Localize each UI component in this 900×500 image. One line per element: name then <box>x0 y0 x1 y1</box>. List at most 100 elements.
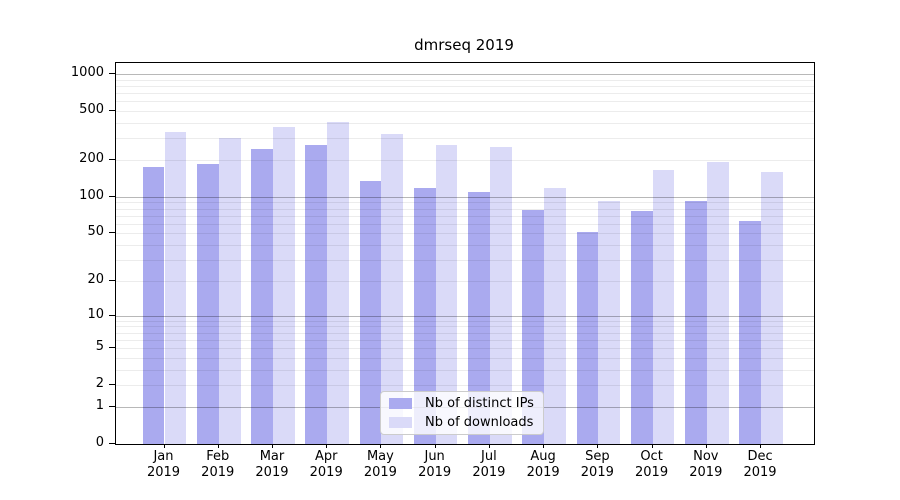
x-tick-mark <box>434 444 436 448</box>
x-tick-month: Nov <box>693 449 719 464</box>
bar-downloads-aug <box>544 187 566 444</box>
y-tick-mark <box>109 195 115 197</box>
y-tick-mark <box>109 384 115 386</box>
x-tick-mark <box>217 444 219 448</box>
legend: Nb of distinct IPs Nb of downloads <box>380 391 544 435</box>
bar-distinct-ips-jun <box>413 187 436 444</box>
y-tick-mark <box>109 405 115 407</box>
x-tick-mark <box>488 444 490 448</box>
x-tick-mark <box>705 444 707 448</box>
x-tick-year: 2019 <box>201 465 235 480</box>
x-tick-month: Jan <box>153 449 174 464</box>
y-tick-label: 200 <box>79 150 104 166</box>
gridline-minor <box>116 215 814 217</box>
gridline-minor <box>116 138 814 140</box>
x-tick-label: Jan 2019 <box>132 449 196 481</box>
bar-downloads-dec <box>761 171 783 444</box>
x-tick-year: 2019 <box>526 465 560 480</box>
bar-distinct-ips-apr <box>305 144 328 444</box>
bar-downloads-may <box>381 134 404 444</box>
bar-downloads-mar <box>272 127 295 444</box>
y-tick-label: 50 <box>87 224 104 240</box>
x-tick-label: Dec 2019 <box>728 449 792 481</box>
gridline-minor <box>116 85 814 87</box>
y-tick-label: 1 <box>95 397 104 413</box>
gridline-minor <box>116 159 814 161</box>
x-tick-month: Sep <box>585 449 610 464</box>
x-tick-year: 2019 <box>363 465 397 480</box>
gridline-minor <box>116 202 814 204</box>
gridline-minor <box>116 369 814 371</box>
x-tick-month: Feb <box>206 449 230 464</box>
bar-downloads-oct <box>652 169 675 444</box>
x-tick-year: 2019 <box>418 465 452 480</box>
y-tick-mark <box>109 232 115 234</box>
x-tick-label: Aug 2019 <box>511 449 575 481</box>
bar-downloads-jun <box>435 144 458 444</box>
x-tick-year: 2019 <box>146 465 181 480</box>
x-tick-year: 2019 <box>635 465 669 480</box>
gridline-major <box>116 315 814 317</box>
gridline-minor <box>116 79 814 81</box>
bar-distinct-ips-mar <box>251 149 273 444</box>
x-tick-month: May <box>366 449 394 464</box>
y-tick-label: 0 <box>95 435 104 450</box>
x-tick-year: 2019 <box>255 465 289 480</box>
bar-distinct-ips-sep <box>576 232 599 444</box>
gridline-minor <box>116 326 814 328</box>
bar-downloads-nov <box>706 161 729 444</box>
bar-distinct-ips-dec <box>739 221 762 444</box>
bar-distinct-ips-nov <box>685 200 707 444</box>
x-tick-label: Jul 2019 <box>457 449 521 481</box>
gridline-minor <box>116 260 814 262</box>
y-tick-mark <box>109 110 115 112</box>
legend-item-downloads: Nb of downloads <box>381 415 543 430</box>
y-tick-label: 20 <box>87 271 104 287</box>
legend-swatch <box>389 398 412 409</box>
x-tick-label: Feb 2019 <box>186 449 250 481</box>
x-tick-mark <box>380 444 382 448</box>
bar-distinct-ips-jan <box>142 167 165 444</box>
gridline-major <box>116 196 814 198</box>
gridline-minor <box>116 208 814 210</box>
y-tick-label: 500 <box>79 102 104 118</box>
y-tick-mark <box>109 158 115 160</box>
x-tick-mark <box>760 444 762 448</box>
gridline-minor <box>116 332 814 334</box>
x-tick-label: Nov 2019 <box>674 449 738 481</box>
x-tick-year: 2019 <box>580 465 614 480</box>
gridline-minor <box>116 348 814 349</box>
x-tick-label: Sep 2019 <box>565 449 629 481</box>
bar-downloads-feb <box>218 138 241 444</box>
chart-title: dmrseq 2019 <box>414 36 514 54</box>
y-tick-mark <box>109 72 115 74</box>
plot-area <box>115 62 815 445</box>
gridline-minor <box>116 123 814 124</box>
bar-downloads-jul <box>489 146 512 444</box>
x-tick-mark <box>651 444 653 448</box>
bar-downloads-sep <box>598 200 621 444</box>
gridline-minor <box>116 93 814 94</box>
x-tick-mark <box>543 444 545 448</box>
bar-downloads-jan <box>164 131 187 444</box>
x-tick-month: Oct <box>640 449 663 464</box>
x-tick-year: 2019 <box>472 465 506 480</box>
gridline-minor <box>116 320 814 322</box>
y-tick-mark <box>109 347 115 349</box>
y-tick-label: 5 <box>95 339 104 355</box>
gridline-minor <box>116 101 814 103</box>
x-tick-mark <box>326 444 328 448</box>
x-tick-month: Mar <box>259 449 285 464</box>
bar-distinct-ips-aug <box>522 209 545 444</box>
bar-distinct-ips-may <box>359 180 382 444</box>
x-tick-month: Apr <box>314 449 338 464</box>
x-tick-year: 2019 <box>689 465 723 480</box>
bar-distinct-ips-feb <box>196 164 219 444</box>
gridline-minor <box>116 357 814 359</box>
y-tick-label: 2 <box>95 376 104 392</box>
legend-swatch <box>389 417 412 428</box>
bar-downloads-apr <box>327 121 349 444</box>
legend-label: Nb of distinct IPs <box>425 396 534 411</box>
x-tick-month: Jul <box>481 449 497 464</box>
x-tick-month: Dec <box>747 449 773 464</box>
